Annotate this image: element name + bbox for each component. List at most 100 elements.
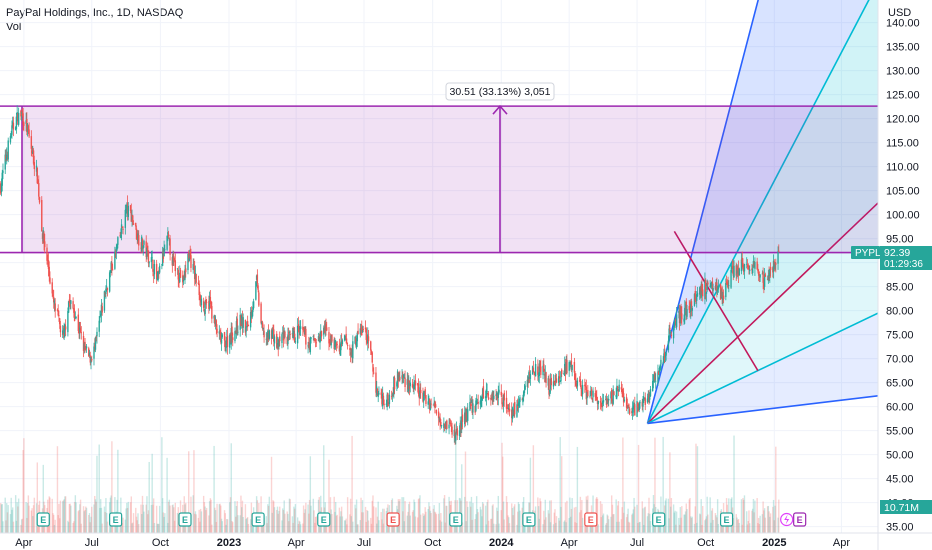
volume-bar <box>598 524 599 533</box>
candle-body <box>133 223 134 225</box>
candle-body <box>754 262 755 269</box>
candle-body <box>121 224 122 233</box>
candle-body <box>519 397 520 402</box>
candle-body <box>117 237 118 245</box>
candle-body <box>446 421 447 429</box>
candle-body <box>72 301 73 308</box>
candle-body <box>759 274 760 277</box>
volume-bar <box>65 496 66 533</box>
volume-bar <box>175 503 176 533</box>
candle-body <box>424 389 425 396</box>
earnings-marker[interactable]: E <box>252 513 264 526</box>
candle-body <box>470 404 471 406</box>
candle-body <box>18 113 19 125</box>
earnings-marker[interactable]: E <box>110 513 122 526</box>
candle-body <box>472 403 473 412</box>
earnings-marker[interactable]: E <box>318 513 330 526</box>
volume-bar <box>222 521 223 533</box>
volume-bar <box>331 514 332 533</box>
candle-body <box>430 404 431 405</box>
earnings-marker-label: E <box>255 515 261 525</box>
earnings-marker[interactable]: E <box>179 513 191 526</box>
candle-body <box>372 352 373 362</box>
candle-body <box>2 171 3 173</box>
volume-bar <box>778 500 779 533</box>
earnings-marker[interactable]: E <box>653 513 665 526</box>
candle-body <box>112 269 113 270</box>
x-tick-label: Apr <box>15 537 32 549</box>
volume-bar <box>336 515 337 533</box>
volume-bar <box>681 506 682 533</box>
volume-bar <box>436 514 437 533</box>
candle-body <box>676 314 677 327</box>
candle-body <box>263 331 264 338</box>
earnings-marker[interactable]: E <box>523 513 535 526</box>
volume-bar <box>242 517 243 533</box>
candle-body <box>778 251 779 252</box>
volume-bar <box>159 506 160 533</box>
candle-body <box>363 329 364 330</box>
earnings-marker[interactable]: E <box>37 513 49 526</box>
earnings-marker-label: E <box>390 515 396 525</box>
candle-body <box>507 409 508 412</box>
candle-body <box>530 374 531 379</box>
candle-body <box>342 340 343 344</box>
candle-body <box>587 390 588 396</box>
measure-label-group[interactable]: 30.51 (33.13%) 3,051 <box>446 83 554 100</box>
candle-body <box>566 360 567 373</box>
volume-bar <box>70 506 71 533</box>
volume-bar <box>55 520 56 533</box>
y-tick-label: 130.00 <box>886 66 920 78</box>
candle-body <box>692 308 693 311</box>
candle-body <box>336 344 337 345</box>
volume-bar <box>504 519 505 533</box>
candle-body <box>467 409 468 421</box>
candle-body <box>107 288 108 290</box>
earnings-marker-label: E <box>588 515 594 525</box>
volume-bar <box>420 515 421 533</box>
earnings-marker[interactable]: E <box>387 513 399 526</box>
candle-body <box>258 293 259 306</box>
volume-bar <box>441 522 442 533</box>
candle-body <box>44 241 45 247</box>
volume-bar <box>707 515 708 533</box>
volume-bar <box>101 524 102 533</box>
candle-body <box>613 391 614 395</box>
candle-body <box>483 386 484 398</box>
candle-body <box>237 332 238 333</box>
volume-bar <box>8 505 9 533</box>
volume-bar <box>639 522 640 533</box>
y-tick-label: 140.00 <box>886 18 920 30</box>
y-tick-label: 65.00 <box>886 378 914 390</box>
candle-body <box>122 229 123 230</box>
earnings-marker[interactable]: E <box>721 513 733 526</box>
candle-body <box>106 286 107 287</box>
y-tick-label: 100.00 <box>886 210 920 222</box>
earnings-marker-label: E <box>797 515 803 525</box>
volume-bar <box>702 506 703 533</box>
candle-body <box>697 293 698 297</box>
volume-bar <box>13 522 14 533</box>
candle-body <box>232 337 233 340</box>
candle-body <box>201 299 202 306</box>
volume-bar <box>754 501 755 533</box>
candle-body <box>383 404 384 405</box>
earnings-marker[interactable]: E <box>450 513 462 526</box>
candle-body <box>603 400 604 402</box>
candle-body <box>370 341 371 350</box>
candle-body <box>28 129 29 136</box>
volume-bar <box>351 436 352 533</box>
measure-range <box>22 106 878 252</box>
volume-bar <box>279 507 280 533</box>
earnings-marker[interactable]: E <box>585 513 597 526</box>
candle-body <box>242 317 243 328</box>
volume-bar <box>357 524 358 533</box>
candle-body <box>551 378 552 385</box>
volume-bar <box>2 521 3 533</box>
candle-body <box>248 325 249 326</box>
volume-bar <box>686 509 687 533</box>
earnings-marker[interactable]: E <box>781 513 806 526</box>
candle-body <box>524 390 525 393</box>
candle-body <box>524 385 525 389</box>
